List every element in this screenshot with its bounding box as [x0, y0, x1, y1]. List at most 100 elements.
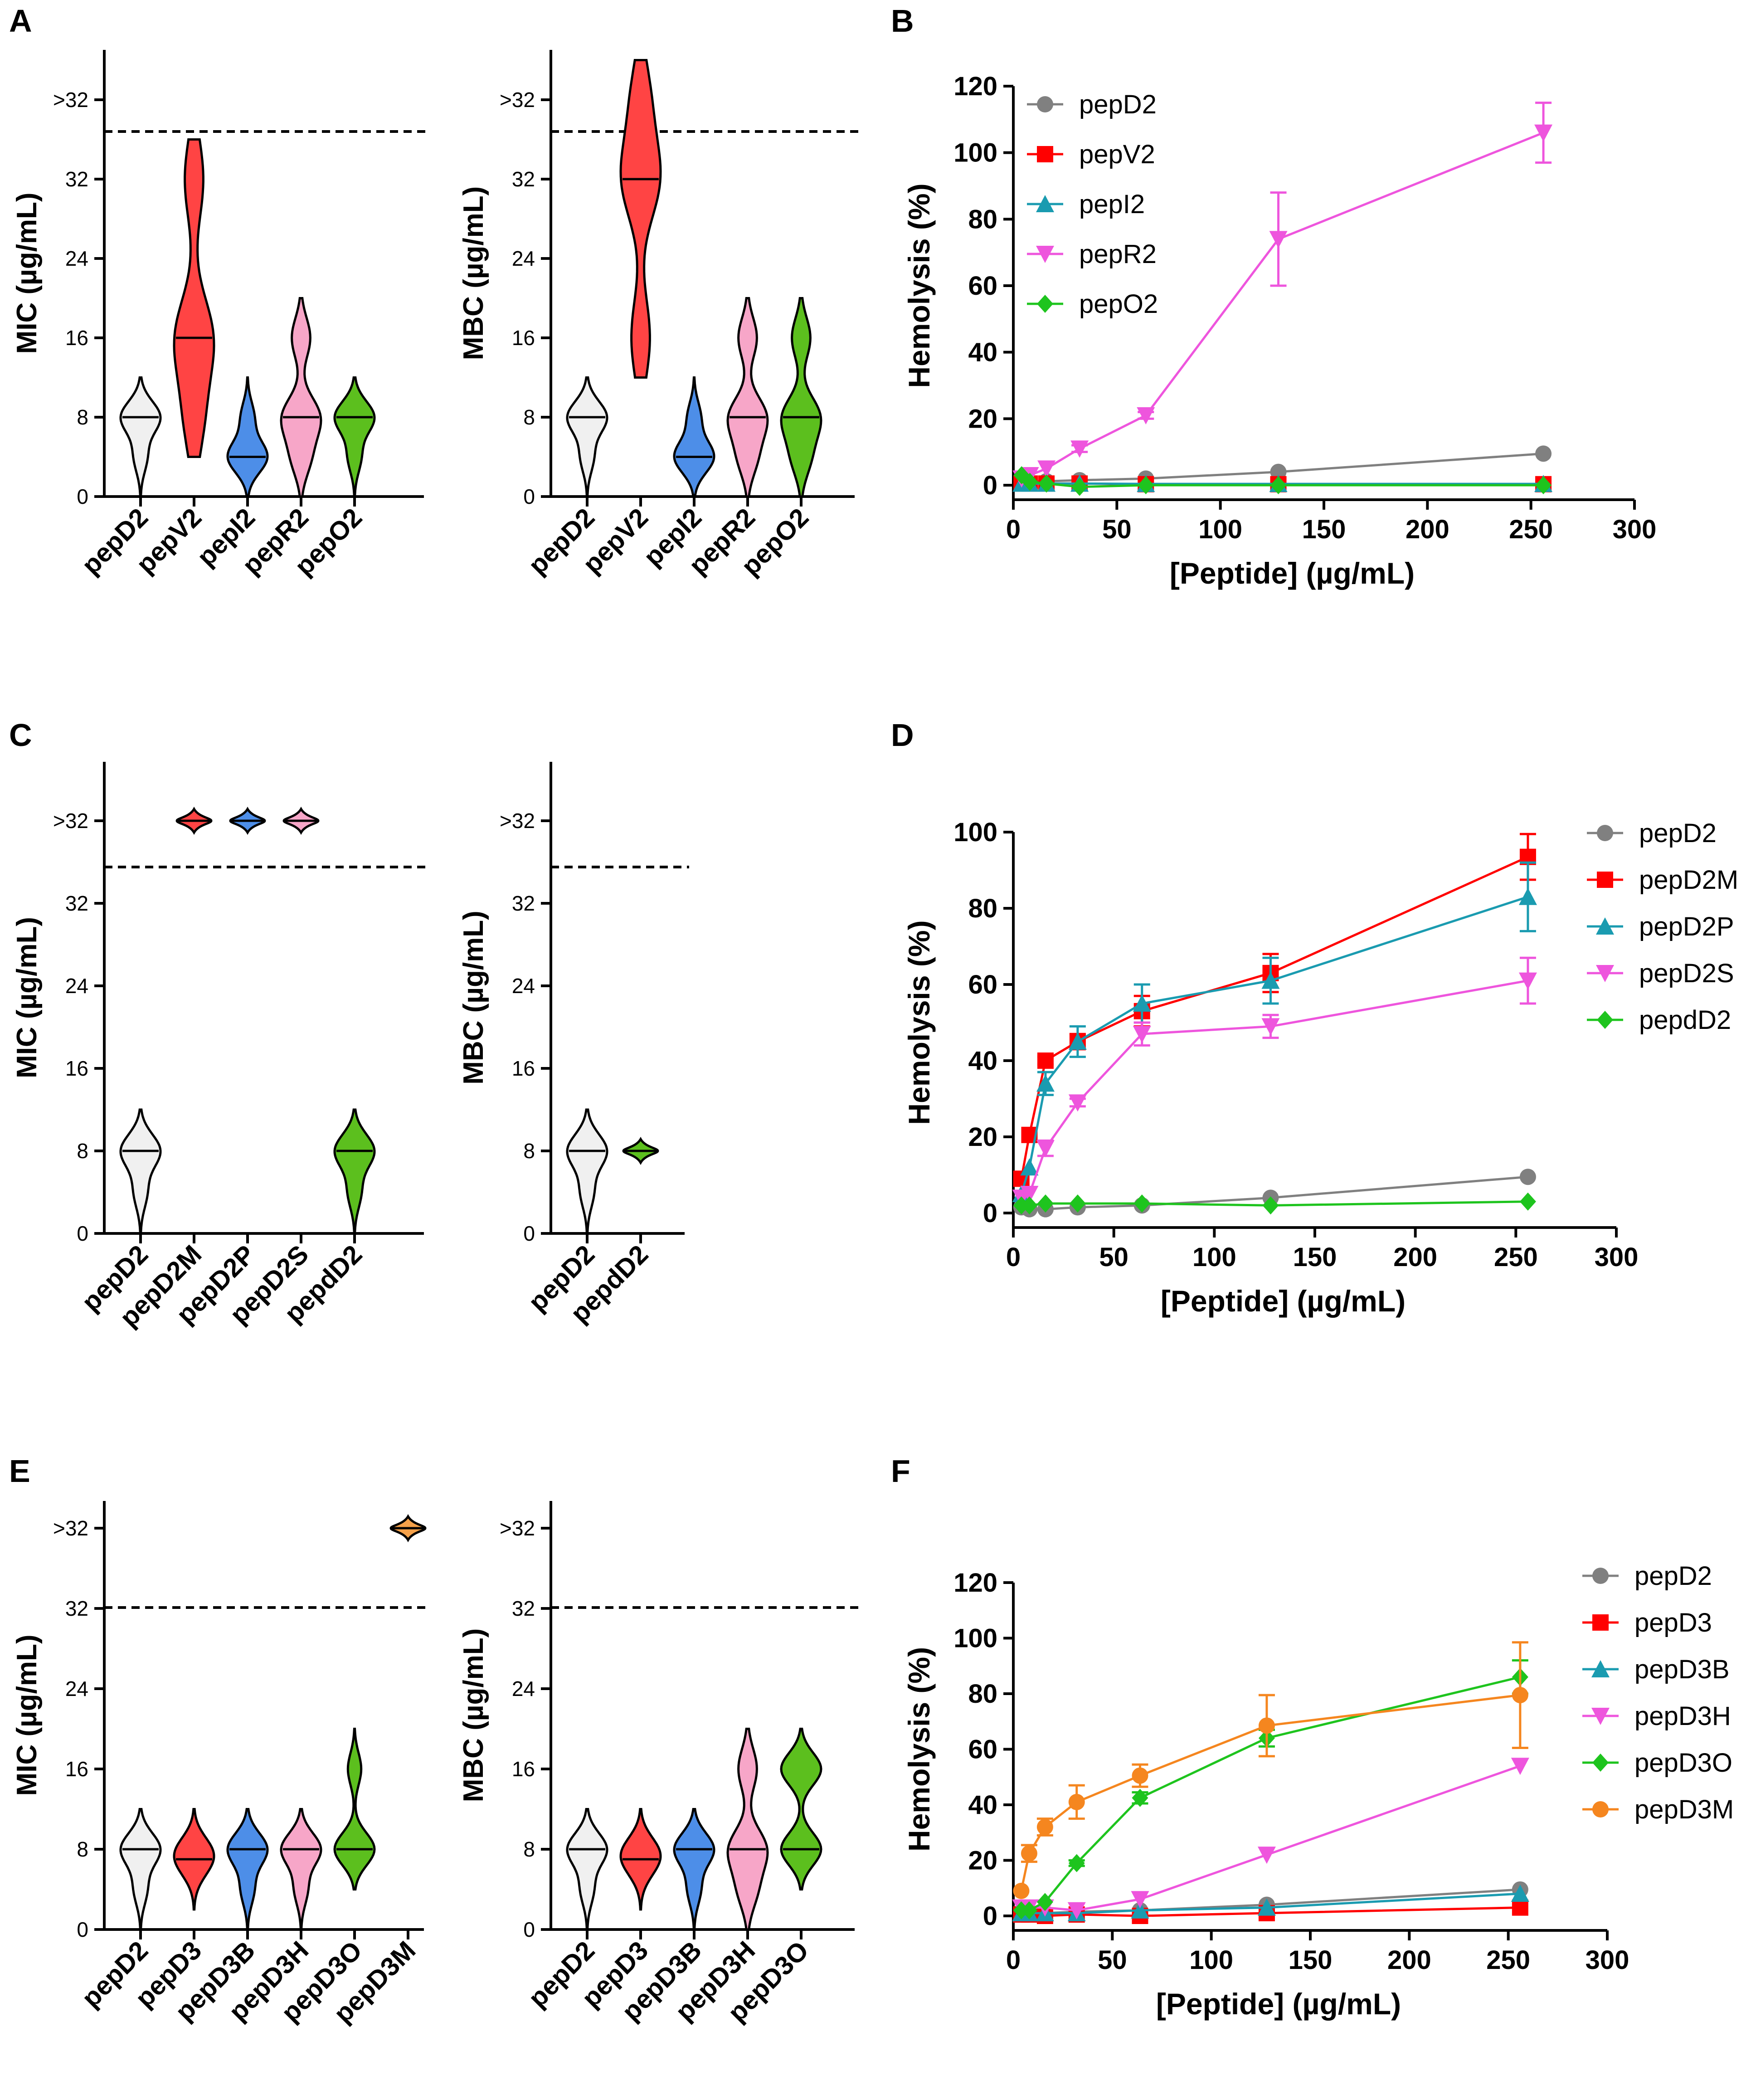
violin-pepdD2	[333, 1108, 376, 1235]
data-point-pepO2	[1038, 474, 1055, 493]
data-point-pepD3O	[1036, 1893, 1053, 1911]
line-plot-d: 0 20 40 60 80 100 0 50 100 150 200 250 300 [Peptide] …	[902, 818, 1738, 1318]
y-tick-label: 20	[968, 1846, 997, 1876]
x-tick-label: 250	[1486, 1945, 1530, 1975]
data-point-pepD3H	[1257, 1847, 1276, 1864]
y-tick-label: 16	[512, 1057, 535, 1080]
violin-pepD2	[119, 376, 162, 498]
x-tick-label: 100	[1192, 1242, 1236, 1272]
data-point-pepD3M	[1132, 1767, 1148, 1784]
x-tick-label: 200	[1393, 1242, 1437, 1272]
y-tick-label: 0	[77, 1222, 88, 1245]
y-tick-label: 24	[512, 974, 535, 998]
series-pepdD2	[1013, 1192, 1536, 1215]
y-tick-label: >32	[53, 1516, 88, 1540]
data-point-pepD2M	[1037, 1052, 1054, 1069]
legend-label-pepD2: pepD2	[1639, 819, 1717, 848]
y-tick-label: 120	[953, 72, 997, 101]
series-pepD2S	[1012, 956, 1537, 1207]
series-pepD2P	[1012, 861, 1537, 1202]
violin-pepD2	[566, 1108, 608, 1235]
data-point-pepD2P	[1068, 1033, 1087, 1050]
x-axis-label: [Peptide] (µg/mL)	[1156, 1987, 1401, 2021]
y-tick-label: 16	[512, 326, 535, 350]
series-pepD3H	[1012, 1758, 1529, 1920]
x-axis-label: [Peptide] (µg/mL)	[1161, 1284, 1406, 1318]
y-tick-label: 40	[968, 338, 997, 367]
y-tick-label: 24	[512, 1677, 535, 1700]
data-point-pepdD2	[1262, 1196, 1279, 1215]
violin-pepO2	[333, 376, 376, 498]
y-tick-label: 16	[65, 1057, 88, 1080]
x-tick-label: 300	[1595, 1242, 1639, 1272]
violin-pepV2	[619, 59, 662, 379]
x-tick-label: 250	[1494, 1242, 1538, 1272]
y-tick-label: 80	[968, 205, 997, 234]
y-axis-label: Hemolysis (%)	[902, 1647, 936, 1852]
y-tick-label: 32	[512, 167, 535, 191]
legend-marker-pepD3O	[1592, 1754, 1609, 1772]
data-point-pepD2S	[1518, 972, 1537, 990]
violin-pepD3O	[780, 1728, 822, 1890]
data-point-pepD2S	[1036, 1140, 1055, 1158]
y-tick-label: 8	[523, 1139, 535, 1163]
legend-marker-pepD2	[1592, 1568, 1609, 1584]
series-line-pepD2S	[1021, 979, 1528, 1199]
x-axis-label: [Peptide] (µg/mL)	[1170, 556, 1415, 590]
data-point-pepD3M	[1021, 1845, 1037, 1862]
data-point-pepD3	[1512, 1899, 1528, 1916]
y-axis-label: Hemolysis (%)	[902, 183, 936, 388]
y-tick-label: 60	[968, 271, 997, 301]
legend-label-pepD2M: pepD2M	[1639, 865, 1738, 895]
y-tick-label: >32	[500, 1516, 535, 1540]
x-tick-label: 150	[1293, 1242, 1337, 1272]
violin-pepD3B	[673, 1808, 715, 1931]
panel-letter-d: D	[891, 717, 914, 753]
x-tick-label: 50	[1098, 1945, 1127, 1975]
y-tick-label: 20	[968, 1122, 997, 1152]
x-tick-label: 100	[1189, 1945, 1233, 1975]
y-tick-label: 8	[523, 405, 535, 429]
y-tick-label: 0	[983, 1901, 997, 1931]
y-tick-label: 0	[523, 1222, 535, 1245]
series-pepO2	[1013, 466, 1552, 496]
series-line-pepD2M	[1020, 856, 1528, 1179]
data-point-pepD3H	[1067, 1902, 1086, 1920]
x-tick-label: 0	[1006, 515, 1021, 544]
data-point-pepD3M	[1013, 1882, 1030, 1899]
data-point-pepD2P	[1036, 1074, 1055, 1092]
x-tick-label: 300	[1586, 1945, 1629, 1975]
series-pepD2	[1013, 1169, 1536, 1218]
y-tick-label: 32	[65, 892, 88, 915]
y-tick-label: 24	[65, 1677, 88, 1700]
x-tick-label: 0	[1006, 1242, 1021, 1272]
y-tick-label: 32	[65, 167, 88, 191]
legend-label-pepD2P: pepD2P	[1639, 912, 1734, 941]
data-point-pepO2	[1138, 476, 1154, 494]
panel-letter-c: C	[9, 717, 32, 753]
y-tick-label: 60	[968, 1735, 997, 1764]
panel-letter-f: F	[891, 1453, 910, 1489]
data-point-pepD2P	[1133, 994, 1151, 1012]
x-tick-label: 200	[1406, 515, 1449, 544]
x-tick-label: 0	[1006, 1945, 1021, 1975]
y-tick-label: 32	[512, 892, 535, 915]
data-point-pepR2	[1534, 124, 1553, 142]
data-point-pepD3B	[1511, 1885, 1529, 1902]
violin-pepD3H	[726, 1728, 769, 1931]
panel-letter-a: A	[9, 3, 32, 39]
legend-label-pepR2: pepR2	[1079, 239, 1157, 269]
legend-marker-pepD2S	[1596, 965, 1614, 982]
y-axis-label: MIC (µg/mL)	[11, 917, 43, 1078]
legend-marker-pepD2P	[1596, 917, 1614, 935]
y-tick-label: 100	[953, 818, 997, 847]
violin-pepR2	[280, 297, 322, 498]
data-point-pepD2	[1270, 463, 1287, 480]
x-tick-label: 300	[1613, 515, 1657, 544]
y-axis-label: MBC (µg/mL)	[458, 186, 489, 361]
data-point-pepO2	[1071, 477, 1088, 496]
